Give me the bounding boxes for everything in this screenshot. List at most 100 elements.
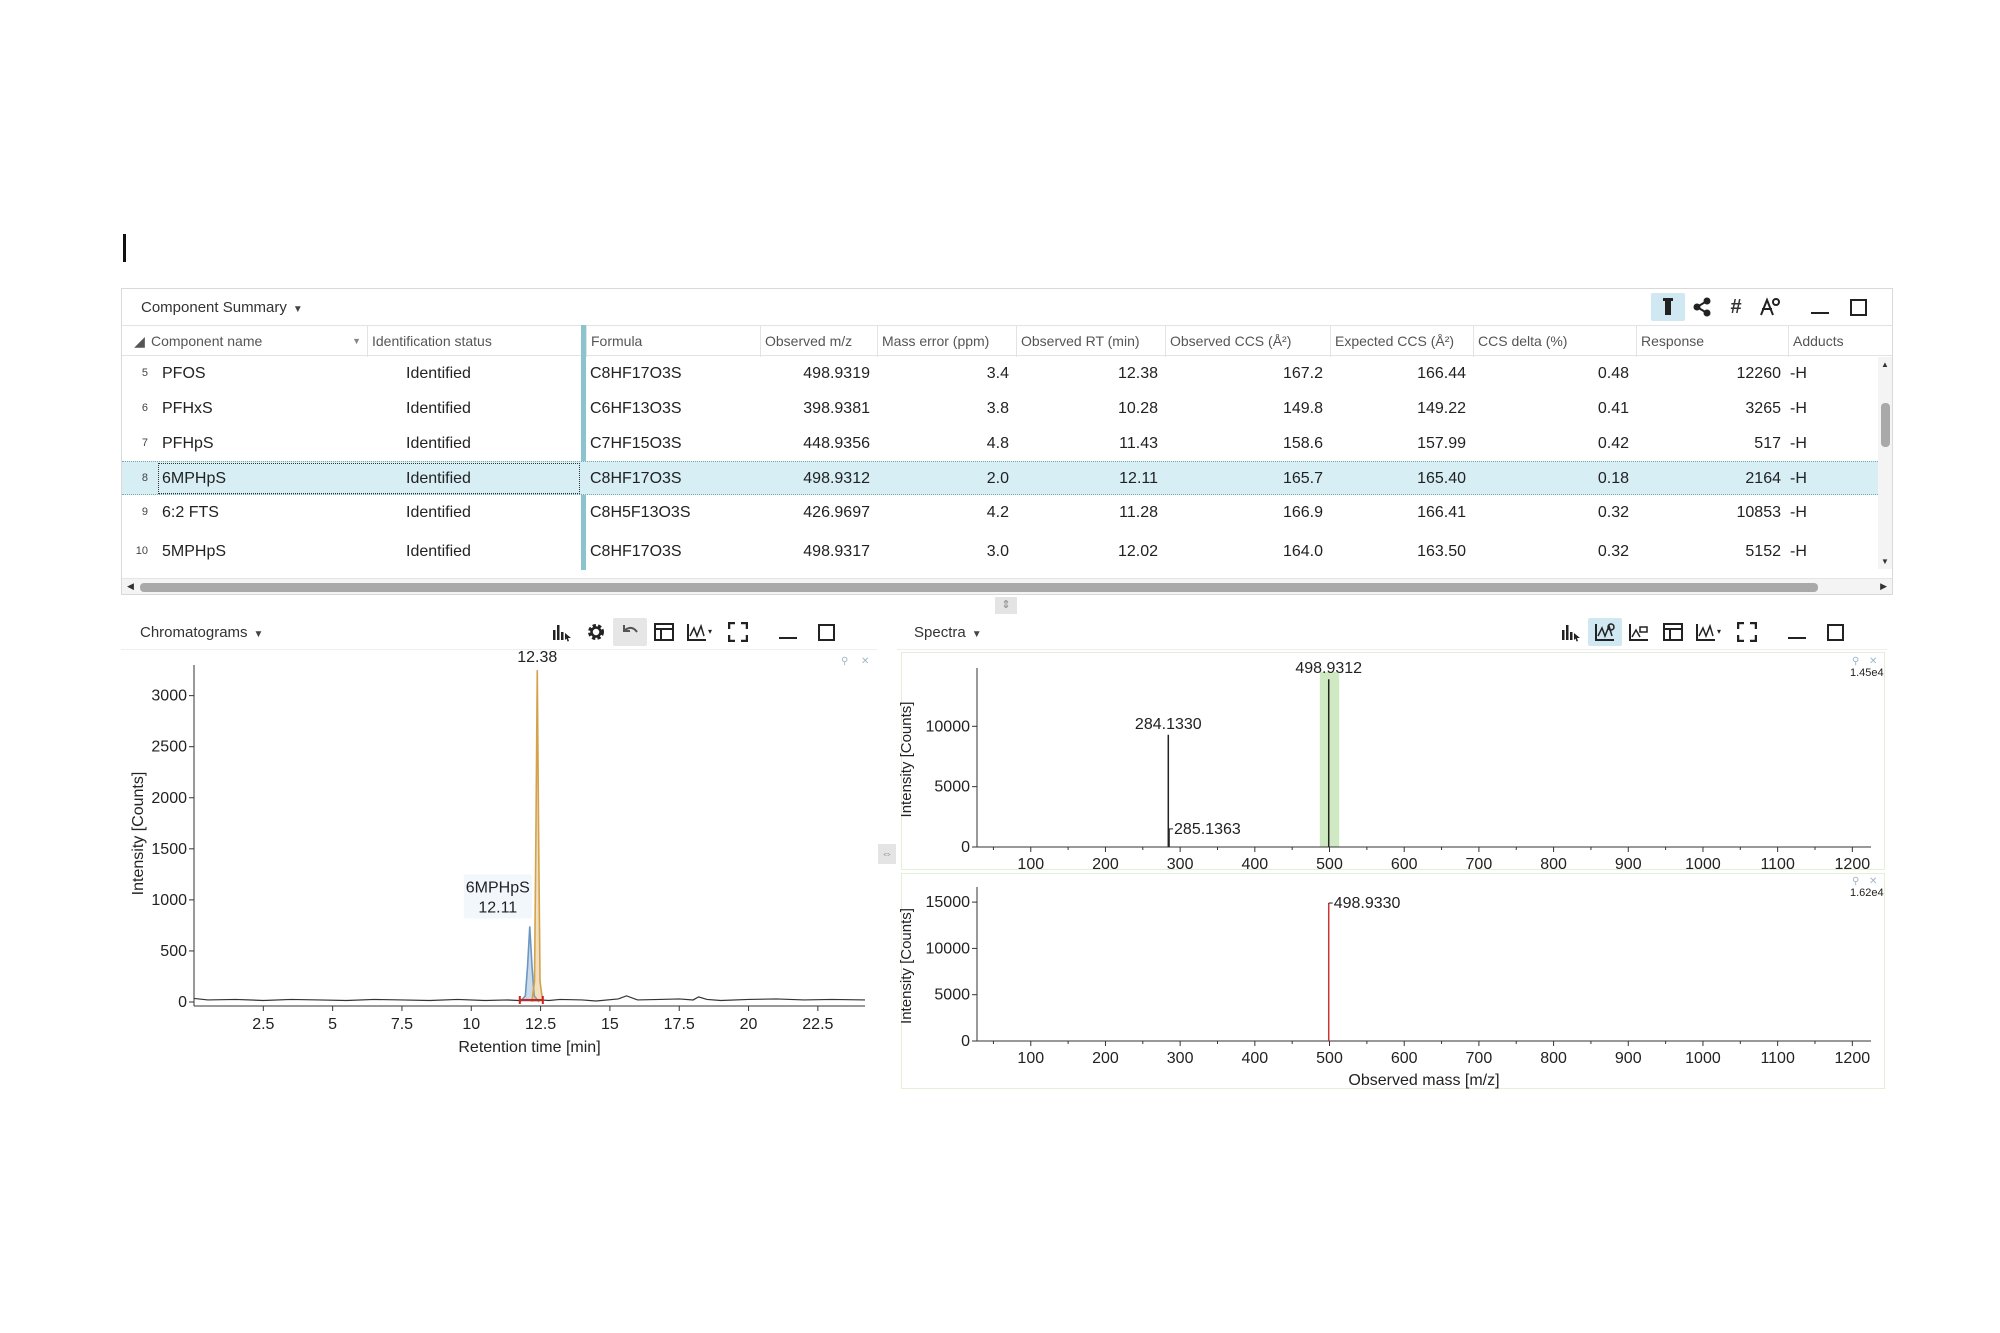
cell-observed-mz[interactable]: 498.9319: [803, 365, 870, 382]
cell-observed-rt[interactable]: 10.28: [1117, 400, 1158, 417]
chart-options-icon[interactable]: ▾: [681, 618, 721, 646]
cell-observed-rt[interactable]: 11.43: [1119, 435, 1158, 452]
bottom-spectrum-chart[interactable]: 0 5000 10000 15000 100 200 300 400 500 600 700 800 9…: [897, 873, 1887, 1092]
vertical-splitter-handle[interactable]: ⇔: [878, 844, 896, 864]
table-row[interactable]: 5 PFOS Identified C8HF17O3S 498.9319 3.4 12.38…: [122, 357, 1880, 391]
cell-mass-error[interactable]: 3.4: [986, 365, 1009, 382]
cell-component-name[interactable]: PFHpS: [162, 435, 214, 452]
cell-observed-ccs[interactable]: 158.6: [1282, 435, 1323, 452]
pin-icon[interactable]: ⚲: [1852, 876, 1860, 887]
cell-adducts[interactable]: -H: [1790, 504, 1807, 521]
cell-observed-ccs[interactable]: 166.9: [1282, 504, 1323, 521]
cell-observed-rt[interactable]: 12.02: [1117, 543, 1158, 560]
scroll-left-arrow-icon[interactable]: ◀: [127, 581, 134, 591]
cell-identification-status[interactable]: Identified: [406, 543, 471, 560]
select-all-corner[interactable]: ◢: [134, 333, 145, 349]
spectra-minimize-button[interactable]: [1778, 618, 1816, 646]
cell-identification-status[interactable]: Identified: [406, 365, 471, 382]
cell-identification-status[interactable]: Identified: [406, 435, 471, 452]
cell-mass-error[interactable]: 3.0: [986, 543, 1009, 560]
cell-response[interactable]: 3265: [1745, 400, 1781, 417]
minimize-button[interactable]: [1801, 293, 1839, 321]
close-icon[interactable]: ✕: [1869, 656, 1878, 667]
horizontal-scrollbar[interactable]: ◀ ▶: [122, 578, 1892, 594]
cell-expected-ccs[interactable]: 163.50: [1417, 543, 1466, 560]
cell-response[interactable]: 517: [1754, 435, 1781, 452]
peak-pick-icon[interactable]: [545, 618, 579, 646]
cell-adducts[interactable]: -H: [1790, 400, 1807, 417]
table-row[interactable]: 8 6MPHpS Identified C8HF17O3S 498.9312 2.0 12.…: [122, 461, 1880, 495]
cell-observed-rt[interactable]: 11.28: [1119, 504, 1158, 521]
table-view-icon[interactable]: [647, 618, 681, 646]
table-view-icon[interactable]: [1656, 618, 1690, 646]
scroll-down-arrow-icon[interactable]: ▼: [1881, 557, 1889, 566]
cell-ccs-delta[interactable]: 0.48: [1597, 365, 1629, 382]
cell-formula[interactable]: C6HF13O3S: [590, 400, 682, 417]
scroll-up-arrow-icon[interactable]: ▲: [1881, 360, 1889, 369]
cell-identification-status[interactable]: Identified: [406, 504, 471, 521]
cell-identification-status[interactable]: Identified: [406, 400, 471, 417]
cell-response[interactable]: 12260: [1736, 365, 1782, 382]
maximize-button[interactable]: [1839, 293, 1877, 321]
cell-observed-mz[interactable]: 448.9356: [803, 435, 870, 452]
cell-observed-ccs[interactable]: 164.0: [1282, 543, 1323, 560]
cell-adducts[interactable]: -H: [1790, 470, 1807, 487]
column-header-identification-status[interactable]: Identification status: [367, 326, 581, 357]
cell-observed-rt[interactable]: 12.11: [1119, 470, 1158, 487]
cell-formula[interactable]: C8HF17O3S: [590, 470, 682, 487]
cell-ccs-delta[interactable]: 0.42: [1597, 435, 1629, 452]
table-row[interactable]: 6 PFHxS Identified C6HF13O3S 398.9381 3.8 10.2…: [122, 392, 1880, 426]
cell-observed-mz[interactable]: 398.9381: [803, 400, 870, 417]
cell-adducts[interactable]: -H: [1790, 435, 1807, 452]
cell-mass-error[interactable]: 4.2: [986, 504, 1009, 521]
cell-identification-status[interactable]: Identified: [406, 470, 471, 487]
cell-mass-error[interactable]: 3.8: [986, 400, 1009, 417]
cell-formula[interactable]: C8HF17O3S: [590, 543, 682, 560]
peak-settings-icon[interactable]: [1753, 293, 1787, 321]
close-icon[interactable]: ✕: [1869, 876, 1878, 887]
cell-observed-ccs[interactable]: 165.7: [1282, 470, 1323, 487]
column-header-observed-mz[interactable]: Observed m/z: [760, 326, 877, 357]
pin-icon[interactable]: ⚲: [841, 656, 849, 667]
cell-formula[interactable]: C8HF17O3S: [590, 365, 682, 382]
cell-response[interactable]: 2164: [1745, 470, 1781, 487]
vertical-scroll-thumb[interactable]: [1881, 403, 1890, 447]
cell-observed-mz[interactable]: 426.9697: [803, 504, 870, 521]
cell-mass-error[interactable]: 2.0: [986, 470, 1009, 487]
cell-ccs-delta[interactable]: 0.18: [1597, 470, 1629, 487]
pin-icon[interactable]: ⚲: [1852, 656, 1860, 667]
cell-expected-ccs[interactable]: 166.41: [1417, 504, 1466, 521]
fullscreen-icon[interactable]: [721, 618, 755, 646]
frozen-column-divider[interactable]: [581, 325, 586, 570]
table-row[interactable]: 7 PFHpS Identified C7HF15O3S 448.9356 4.8 11.4…: [122, 427, 1880, 461]
share-icon[interactable]: [1685, 293, 1719, 321]
cell-response[interactable]: 5152: [1745, 543, 1781, 560]
chromatograms-minimize-button[interactable]: [769, 618, 807, 646]
fullscreen-icon[interactable]: [1730, 618, 1764, 646]
cell-formula[interactable]: C8H5F13O3S: [590, 504, 691, 521]
cell-expected-ccs[interactable]: 165.40: [1417, 470, 1466, 487]
column-header-mass-error[interactable]: Mass error (ppm): [877, 326, 1016, 357]
cell-observed-mz[interactable]: 498.9312: [803, 470, 870, 487]
cell-observed-mz[interactable]: 498.9317: [803, 543, 870, 560]
cell-component-name[interactable]: 6:2 FTS: [162, 504, 219, 521]
horizontal-splitter-handle[interactable]: ⇕: [995, 597, 1017, 614]
cell-component-name[interactable]: PFHxS: [162, 400, 213, 417]
spectra-title-dropdown[interactable]: Spectra ▼: [914, 624, 982, 641]
cell-observed-ccs[interactable]: 149.8: [1282, 400, 1323, 417]
undo-icon[interactable]: [613, 618, 647, 646]
cell-response[interactable]: 10853: [1736, 504, 1782, 521]
horizontal-scroll-thumb[interactable]: [140, 583, 1818, 592]
row-number-icon[interactable]: #: [1730, 295, 1742, 318]
cell-ccs-delta[interactable]: 0.41: [1597, 400, 1629, 417]
chart-options-icon[interactable]: ▾: [1690, 618, 1730, 646]
column-header-observed-ccs[interactable]: Observed CCS (Å²): [1165, 326, 1330, 357]
cell-expected-ccs[interactable]: 166.44: [1417, 365, 1466, 382]
cell-component-name[interactable]: 6MPHpS: [162, 470, 227, 487]
cell-ccs-delta[interactable]: 0.32: [1597, 504, 1629, 521]
gear-icon[interactable]: [579, 618, 613, 646]
cell-ccs-delta[interactable]: 0.32: [1597, 543, 1629, 560]
summary-title-dropdown[interactable]: Component Summary ▼: [141, 299, 303, 316]
cell-expected-ccs[interactable]: 149.22: [1417, 400, 1466, 417]
peak-pick-icon[interactable]: [1554, 618, 1588, 646]
